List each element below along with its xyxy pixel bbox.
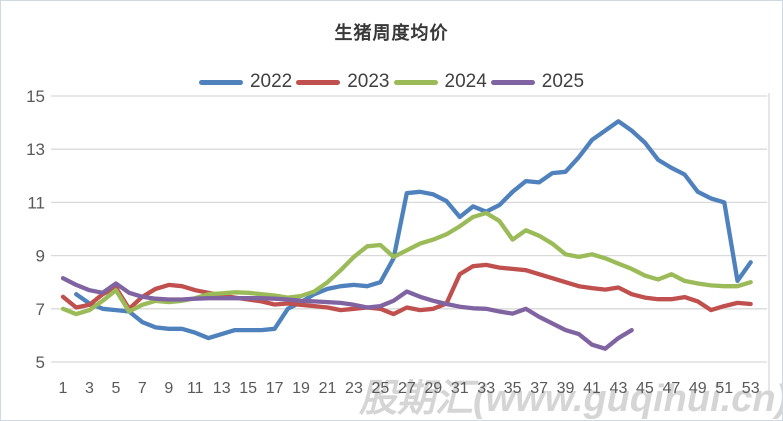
legend-label: 2025 — [541, 71, 585, 92]
x-axis-tick-label: 33 — [477, 380, 495, 397]
x-axis-tick-label: 15 — [239, 380, 257, 397]
x-axis-tick-label: 5 — [111, 380, 120, 397]
legend-line-swatch-icon — [393, 79, 438, 85]
x-axis-tick-label: 21 — [319, 380, 337, 397]
legend-line-swatch-icon — [198, 79, 243, 85]
x-axis-tick-label: 11 — [187, 380, 204, 397]
x-axis-tick-label: 29 — [424, 380, 442, 397]
x-axis-tick-label: 31 — [451, 380, 469, 397]
x-axis-tick-label: 13 — [213, 380, 231, 397]
series-line-2023 — [60, 262, 753, 317]
legend-line-swatch-icon — [490, 79, 535, 85]
y-axis-tick-label: 11 — [27, 193, 45, 212]
x-axis-tick-label: 49 — [689, 380, 707, 397]
legend-line-swatch-icon — [296, 79, 341, 85]
y-axis-tick-label: 7 — [36, 300, 45, 319]
x-axis-tick-label: 51 — [715, 380, 733, 397]
x-axis-tick-label: 19 — [292, 380, 310, 397]
y-axis-tick-label: 13 — [26, 140, 45, 159]
x-axis-tick-label: 23 — [345, 380, 363, 397]
legend: 2022 2023 2024 2025 — [1, 71, 782, 93]
legend-label: 2024 — [444, 71, 487, 92]
x-axis-tick-label: 35 — [504, 380, 522, 397]
legend-label: 2022 — [249, 71, 293, 92]
series-line-2025 — [60, 276, 634, 351]
watermark: 股期汇(www.guqihui.cn) — [359, 378, 783, 420]
x-axis-tick-label: 41 — [583, 380, 601, 397]
x-axis-tick-label: 27 — [398, 380, 416, 397]
legend-item-2022: 2022 — [198, 71, 293, 93]
x-axis-tick-label: 7 — [138, 380, 147, 397]
legend-item-2024: 2024 — [393, 71, 487, 93]
x-axis-tick-label: 37 — [530, 380, 548, 397]
legend-label: 2023 — [347, 71, 390, 92]
legend-item-2025: 2025 — [490, 71, 585, 93]
chart-title: 生猪周度均价 — [334, 23, 449, 43]
legend-item-2023: 2023 — [296, 71, 390, 93]
x-axis-tick-label: 39 — [557, 380, 575, 397]
x-axis-tick-label: 1 — [59, 380, 68, 397]
y-axis-tick-label: 9 — [36, 247, 45, 266]
x-axis-tick-label: 17 — [266, 380, 284, 397]
x-axis-tick-label: 9 — [164, 380, 173, 397]
x-axis-tick-label: 45 — [636, 380, 654, 397]
x-axis-tick-label: 25 — [372, 380, 390, 397]
x-axis-tick-label: 3 — [85, 380, 94, 397]
x-axis-tick-label: 47 — [662, 380, 680, 397]
x-axis-tick-label: 53 — [742, 380, 760, 397]
x-axis-tick-label: 43 — [610, 380, 628, 397]
y-axis-tick-label: 5 — [36, 353, 45, 372]
series-line-2022 — [74, 119, 753, 341]
y-axis-tick-label: 15 — [26, 87, 45, 106]
